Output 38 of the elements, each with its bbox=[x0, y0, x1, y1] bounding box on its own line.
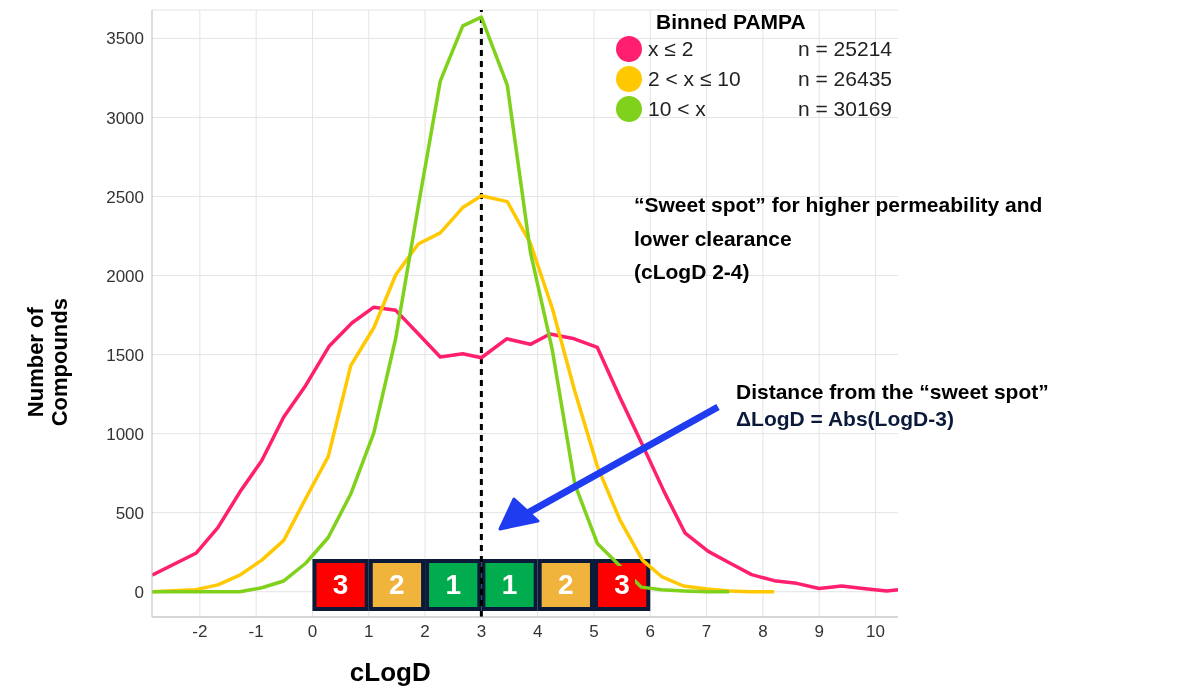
y-tick-label: 1000 bbox=[106, 424, 144, 444]
x-tick-label: 0 bbox=[307, 622, 318, 642]
band-label: 2 bbox=[383, 566, 410, 604]
y-tick-label: 0 bbox=[134, 582, 144, 602]
x-tick-label: 5 bbox=[589, 622, 599, 642]
annotation: Distance from the “sweet spot” ΔLogD = Abs(LogD-3) bbox=[736, 379, 1049, 433]
annotation: n = 30169 bbox=[798, 97, 893, 121]
band-label: 2 bbox=[552, 566, 579, 604]
x-tick-label: 9 bbox=[814, 622, 824, 642]
y-tick-label: 500 bbox=[115, 503, 144, 523]
x-tick-label: 6 bbox=[645, 622, 656, 642]
x-tick-label: 7 bbox=[701, 622, 712, 642]
y-tick-label: 2000 bbox=[106, 266, 144, 286]
x-tick-label: 1 bbox=[364, 622, 374, 642]
legend-label: 2 < x ≤ 10 bbox=[648, 67, 742, 91]
band-label: 3 bbox=[609, 566, 636, 604]
legend-title: Binned PAMPA bbox=[656, 10, 807, 34]
x-tick-label: -1 bbox=[248, 622, 264, 642]
annotation: n = 25214 bbox=[798, 37, 893, 61]
x-tick-label: 4 bbox=[532, 622, 543, 642]
annotation: n = 26435 bbox=[798, 67, 893, 91]
y-tick-label: 2500 bbox=[106, 187, 144, 207]
y-tick-label: 3000 bbox=[106, 108, 144, 128]
legend-label: 10 < x bbox=[648, 97, 707, 121]
y-tick-label: 1500 bbox=[106, 345, 144, 365]
x-tick-label: 3 bbox=[476, 622, 487, 642]
band-label: 1 bbox=[496, 566, 523, 604]
band-label: 1 bbox=[440, 566, 467, 604]
x-axis-title: cLogD bbox=[349, 657, 431, 688]
band-label: 3 bbox=[327, 566, 354, 604]
x-tick-label: 8 bbox=[758, 622, 768, 642]
x-tick-label: 10 bbox=[866, 622, 885, 642]
legend-label: x ≤ 2 bbox=[648, 37, 695, 61]
annotation: “Sweet spot” for higher permeability and lower clearance (cLogD 2-4) bbox=[634, 192, 1043, 286]
x-tick-label: -2 bbox=[192, 622, 208, 642]
y-tick-label: 3500 bbox=[106, 29, 144, 49]
y-axis-title: Number of Compounds bbox=[22, 297, 73, 429]
x-tick-label: 2 bbox=[420, 622, 430, 642]
